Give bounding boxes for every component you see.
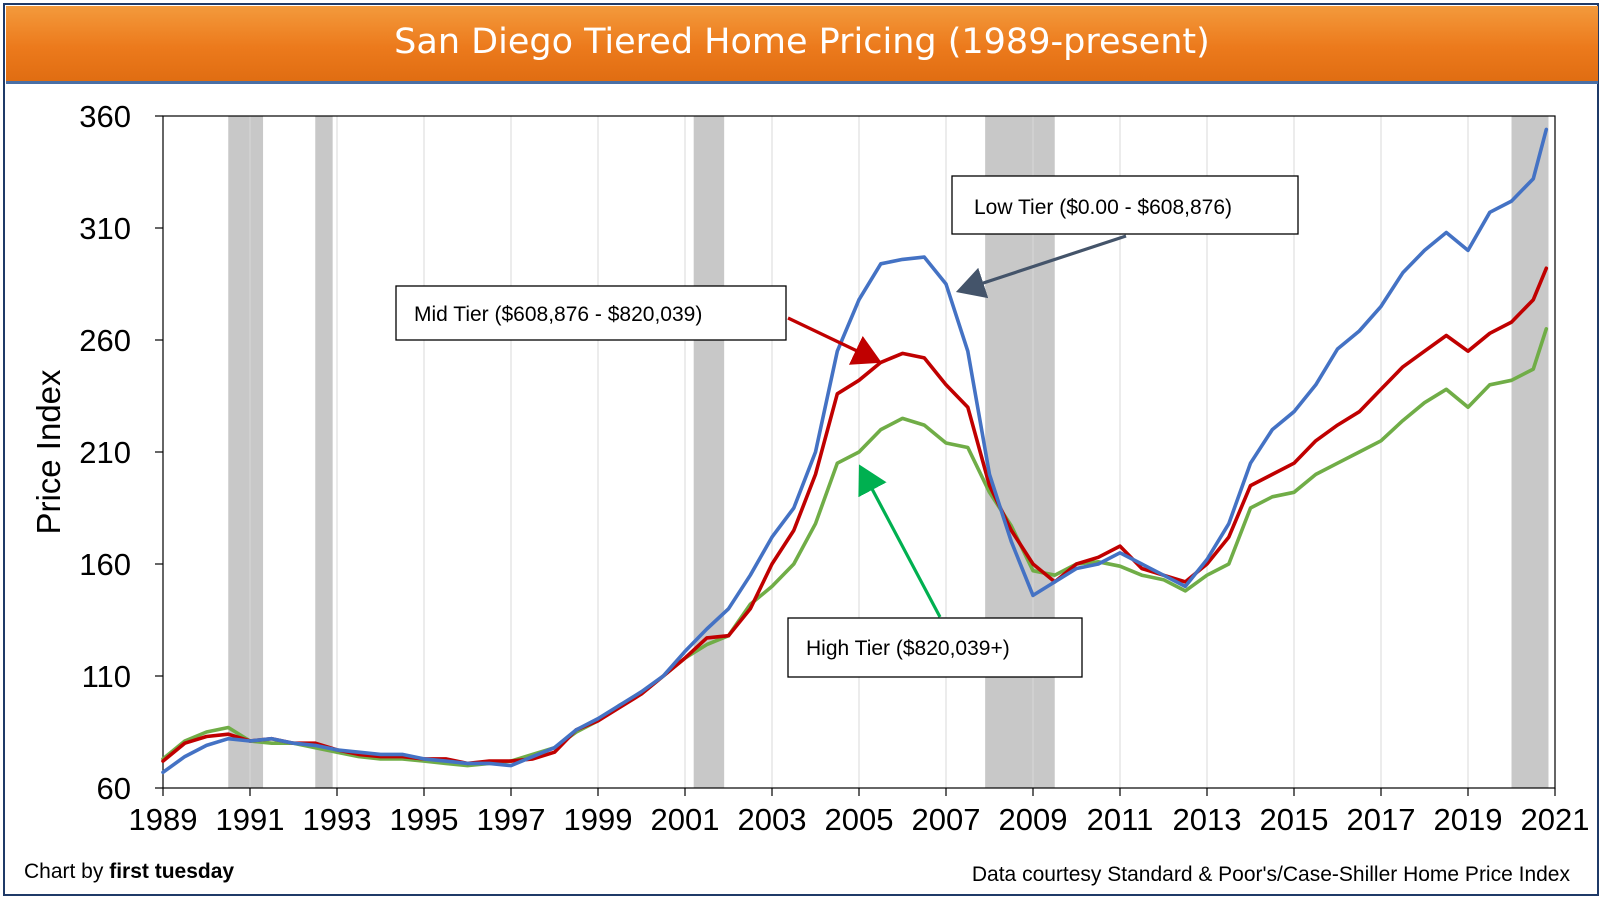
x-tick-label: 2007 [912, 802, 981, 837]
y-tick-label: 160 [79, 547, 131, 582]
x-tick-label: 2013 [1173, 802, 1242, 837]
x-tick-label: 2005 [825, 802, 894, 837]
data-source: Data courtesy Standard & Poor's/Case-Shi… [971, 863, 1570, 886]
mid-tier-callout-label: Mid Tier ($608,876 - $820,039) [414, 303, 702, 326]
chart-title: San Diego Tiered Home Pricing (1989-pres… [394, 22, 1210, 62]
chart-frame [3, 3, 1599, 896]
high-tier-arrow [858, 464, 942, 618]
x-tick-label: 2003 [738, 802, 807, 837]
x-tick-label: 1991 [216, 802, 285, 837]
recession-band-2 [693, 116, 725, 788]
mid-tier-callout-box [395, 285, 787, 341]
series-line-0 [161, 127, 1549, 775]
low-tier-callout-label: Low Tier ($0.00 - $608,876) [974, 196, 1232, 219]
series-line-1 [161, 266, 1549, 766]
y-tick-label: 260 [79, 323, 131, 358]
x-tick-label: 2015 [1260, 802, 1329, 837]
y-tick-label: 60 [97, 771, 131, 806]
y-tick-label: 210 [79, 435, 131, 470]
x-tick-label: 2017 [1347, 802, 1416, 837]
high-tier-callout-label: High Tier ($820,039+) [806, 637, 1010, 660]
x-tick-label: 1989 [129, 802, 198, 837]
low-tier-callout-box [951, 175, 1299, 235]
y-axis-label: Price Index [30, 369, 67, 535]
mid-tier-arrow [787, 316, 882, 365]
low-tier-arrow [955, 234, 1127, 299]
y-tick-label: 360 [79, 99, 131, 134]
title-banner: San Diego Tiered Home Pricing (1989-pres… [6, 6, 1598, 84]
x-tick-label: 1995 [390, 802, 459, 837]
x-tick-label: 2009 [999, 802, 1068, 837]
x-tick-label: 1997 [477, 802, 546, 837]
high-tier-callout-box [787, 617, 1083, 678]
recession-band-4 [1511, 116, 1549, 788]
credit-prefix: Chart by [24, 860, 110, 883]
x-tick-label: 2019 [1434, 802, 1503, 837]
y-tick-label: 110 [82, 659, 131, 694]
x-tick-label: 2011 [1087, 802, 1154, 837]
x-tick-label: 1999 [564, 802, 633, 837]
series-line-2 [161, 327, 1549, 768]
x-tick-label: 1993 [303, 802, 372, 837]
recession-band-0 [228, 116, 264, 788]
x-tick-label: 2021 [1521, 802, 1590, 837]
chart-credit: Chart by first tuesday [24, 860, 234, 884]
recession-band-1 [315, 116, 333, 788]
credit-brand: first tuesday [109, 860, 235, 883]
y-tick-label: 310 [79, 211, 131, 246]
x-tick-label: 2001 [651, 802, 720, 837]
